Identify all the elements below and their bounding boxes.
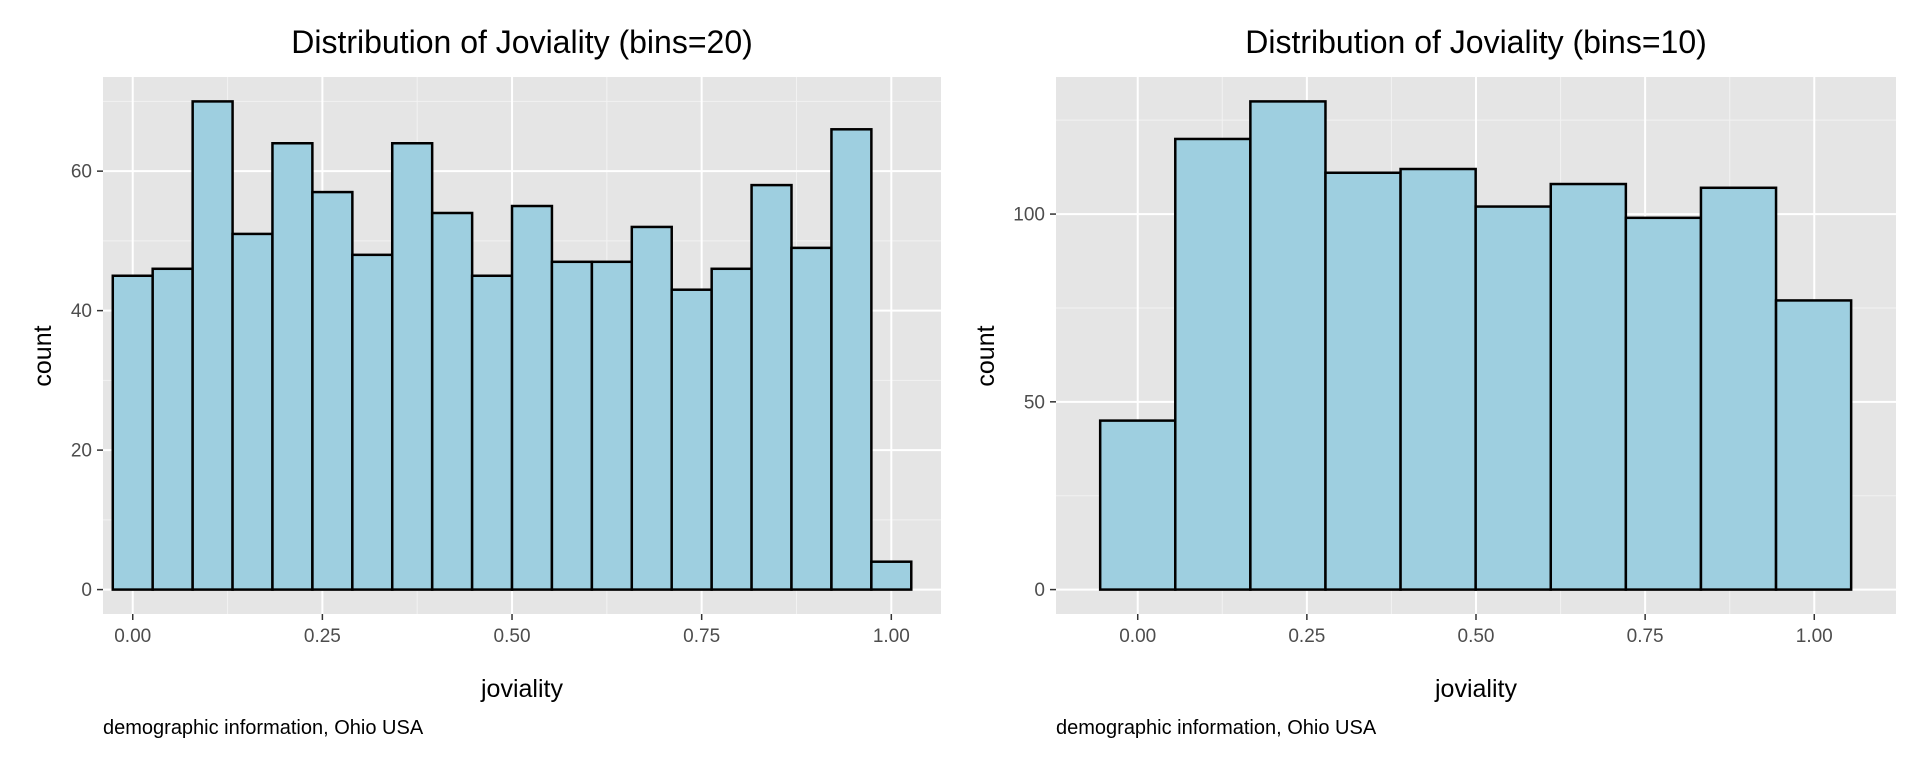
x-tick-label: 0.50 (494, 626, 531, 647)
histogram-bar (790, 246, 833, 591)
x-tick-label: 0.50 (1458, 626, 1495, 647)
histogram-bar (390, 142, 434, 591)
histogram-bar (510, 204, 554, 591)
histogram-panel-bins-20: 0.00 0.25 0.50 0.75 1.00 0 20 40 60 Distribution … (29, 24, 941, 739)
y-tick-label: 40 (71, 301, 92, 322)
chart-title: Distribution of Joviality (bins=10) (1245, 24, 1707, 60)
histogram-bar (470, 274, 514, 591)
histogram-bar (1774, 299, 1853, 591)
histogram-bar (1098, 419, 1177, 591)
chart-caption: demographic information, Ohio USA (103, 717, 424, 739)
histogram-bar (590, 260, 634, 591)
histogram-bar (750, 183, 793, 591)
y-tick-label: 20 (71, 441, 92, 462)
chart-caption: demographic information, Ohio USA (1056, 717, 1377, 739)
x-axis-title: joviality (480, 675, 563, 703)
x-tick-label: 0.75 (683, 626, 720, 647)
chart-title: Distribution of Joviality (bins=20) (291, 24, 753, 60)
x-tick-label: 0.75 (1627, 626, 1664, 647)
histogram-bar (1324, 171, 1402, 591)
histogram-bar (870, 560, 913, 591)
histogram-bar (710, 267, 753, 591)
histogram-bar (311, 190, 354, 591)
histogram-bar (630, 225, 673, 591)
x-tick-label: 0.25 (1288, 626, 1325, 647)
histogram-bar (1624, 216, 1703, 591)
histogram-bar (151, 267, 194, 591)
histogram-bar (271, 142, 314, 591)
y-tick-label: 100 (1013, 205, 1045, 226)
x-tick-label: 0.00 (114, 626, 151, 647)
y-axis-title: count (972, 325, 1000, 386)
y-tick-label: 0 (81, 580, 92, 601)
x-axis-title: joviality (1434, 675, 1517, 703)
histogram-bar (1399, 167, 1477, 591)
histogram-bar (191, 100, 234, 591)
y-tick-label: 50 (1024, 392, 1045, 413)
y-tick-label: 0 (1034, 580, 1045, 601)
x-tick-label: 0.00 (1119, 626, 1156, 647)
x-tick-label: 1.00 (873, 626, 910, 647)
histogram-bar (430, 211, 474, 591)
y-axis-title: count (29, 325, 57, 386)
histogram-bar (830, 128, 873, 591)
histogram-bar (1174, 137, 1252, 591)
y-tick-label: 60 (71, 162, 92, 183)
x-tick-label: 1.00 (1796, 626, 1833, 647)
histogram-panel-bins-10: 0.00 0.25 0.50 0.75 1.00 0 50 100 Distribution o… (972, 24, 1896, 739)
histogram-bar (111, 274, 154, 591)
histogram-bar (231, 232, 274, 591)
histogram-bar (351, 253, 394, 591)
histogram-bar (1549, 182, 1628, 591)
histogram-bar (1249, 100, 1327, 591)
histogram-bar (1699, 186, 1778, 591)
histogram-bar (1474, 205, 1553, 591)
x-tick-label: 0.25 (304, 626, 341, 647)
histogram-bar (670, 288, 713, 591)
histogram-bar (550, 260, 594, 591)
